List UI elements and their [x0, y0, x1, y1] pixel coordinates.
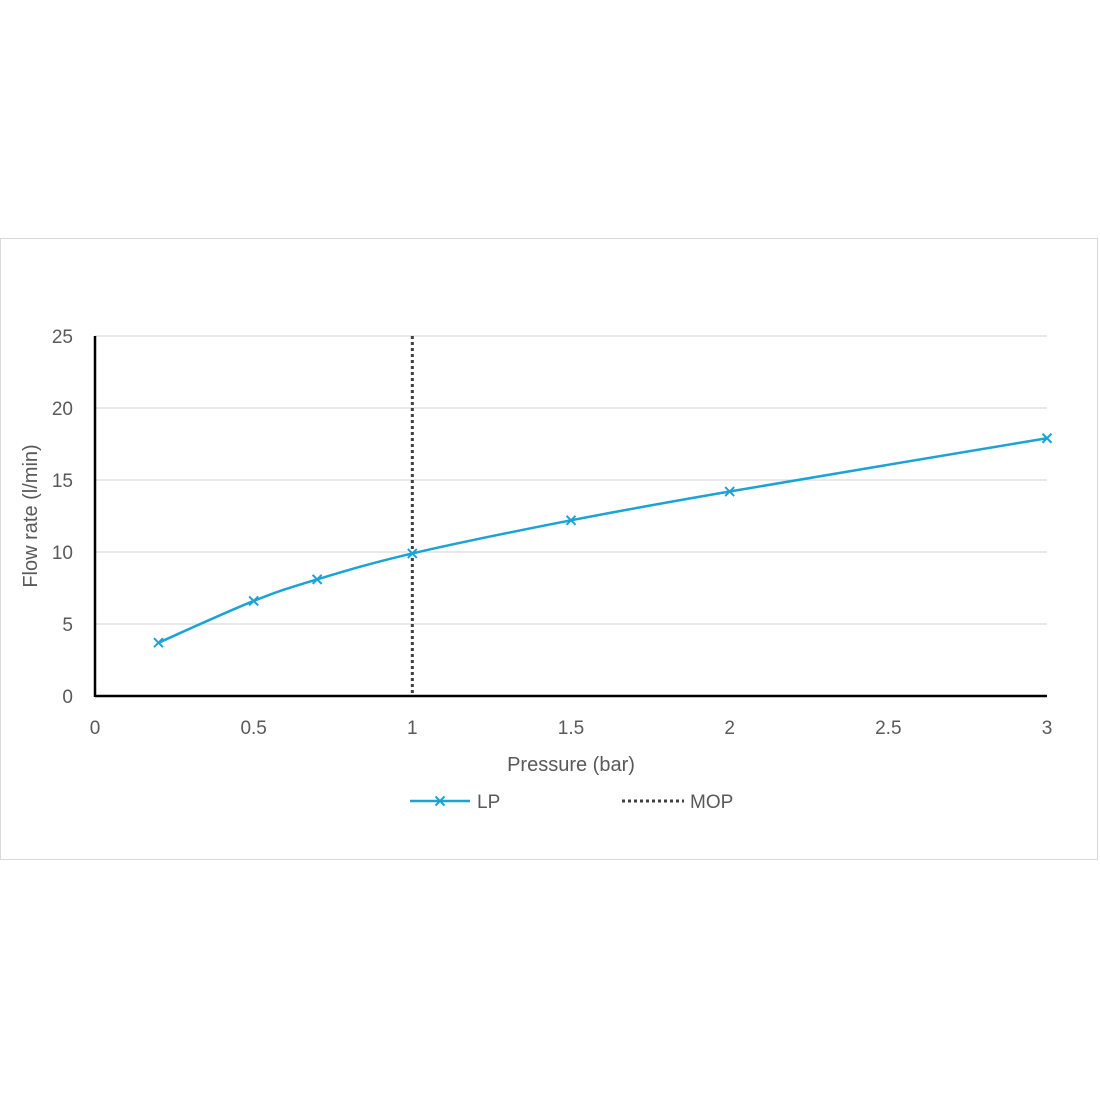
legend-item-lp: LP [410, 792, 500, 813]
gridlines [95, 335, 1047, 625]
x-tick-label: 2 [724, 718, 735, 739]
legend-lp-label: LP [477, 792, 500, 813]
legend-lp-marker [434, 795, 446, 807]
x-axis-title: Pressure (bar) [507, 754, 635, 776]
x-tick-label: 1.5 [558, 718, 584, 739]
x-tick-labels: 0 0.5 1 1.5 2 2.5 3 [90, 718, 1053, 739]
chart-container [0, 238, 1098, 860]
y-tick-label: 5 [62, 615, 73, 636]
y-tick-label: 0 [62, 687, 73, 708]
x-tick-label: 2.5 [875, 718, 901, 739]
axes [93, 336, 1047, 698]
legend-item-mop: MOP [622, 792, 733, 813]
lp-series-line [157, 437, 1048, 644]
y-tick-label: 15 [52, 471, 73, 492]
y-tick-label: 10 [52, 543, 73, 564]
legend-mop-label: MOP [690, 792, 733, 813]
x-tick-label: 1 [407, 718, 418, 739]
y-tick-labels: 0 5 10 15 20 25 [52, 327, 73, 708]
lp-data-point [153, 637, 164, 648]
legend: LP MOP [410, 792, 733, 813]
lp-data-point [248, 595, 259, 607]
y-tick-label: 20 [52, 399, 73, 420]
y-axis-title: Flow rate (l/min) [20, 444, 42, 587]
lp-data-point [1041, 433, 1053, 444]
y-tick-label: 25 [52, 327, 73, 348]
series [153, 336, 1053, 696]
lp-data-point [311, 574, 323, 585]
x-tick-label: 3 [1042, 718, 1053, 739]
lp-data-point [724, 486, 735, 497]
x-tick-label: 0.5 [240, 718, 266, 739]
x-tick-label: 0 [90, 718, 101, 739]
lp-data-point [407, 548, 418, 559]
lp-data-point [565, 515, 577, 526]
